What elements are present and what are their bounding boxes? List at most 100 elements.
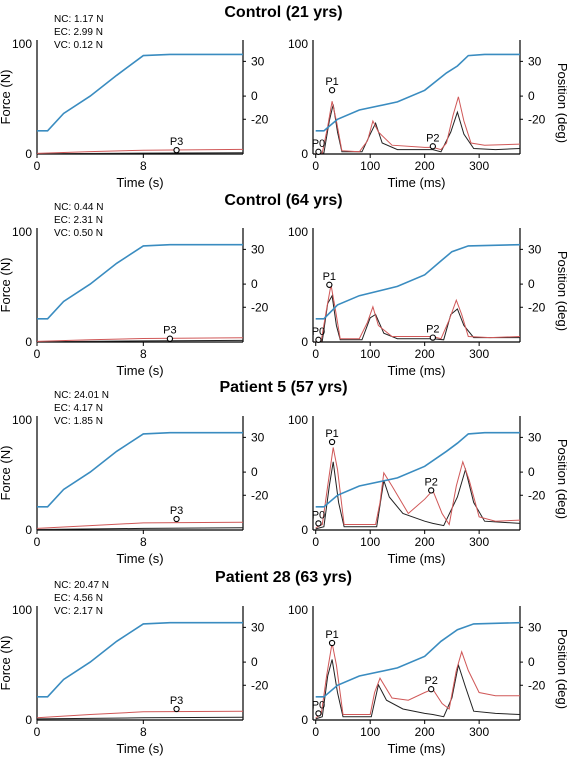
panel-1-left-xtick-label-0: 0 (34, 347, 41, 361)
panel-3-left-xlabel: Time (s) (116, 741, 163, 756)
panel-0-right-y2tick-label-1: 0 (528, 89, 535, 103)
panel-1-left-y2tick-label-0: 30 (251, 242, 265, 256)
panel-0-left-marker-label-p3: P3 (170, 136, 183, 148)
panel-0-right-ec-line (315, 96, 521, 154)
panel-3-right-xtick-label-3: 300 (469, 725, 489, 739)
panel-3-left-nc-line (36, 716, 244, 720)
panel-1-right-marker-p1 (326, 281, 333, 288)
panel-0-left-y2tick-label-1: 0 (251, 89, 258, 103)
panel-2-right-marker-p1 (328, 438, 336, 446)
panel-0-right-nc-line (315, 104, 521, 155)
panel-2-right-marker-label-p2: P2 (424, 476, 437, 488)
panel-2-right-xlabel: Time (ms) (387, 551, 445, 566)
panel-0-right-xtick-label-1: 100 (360, 159, 380, 173)
panel-3-legend-entry-2: VC: 2.17 N (54, 606, 103, 617)
panel-2-legend-entry-1: EC: 4.17 N (54, 403, 103, 414)
panel-3-left-ec-line (36, 710, 244, 719)
panel-0-right-xtick-label-0: 0 (312, 159, 319, 173)
panel-3-left-y2tick-label-0: 30 (251, 620, 265, 634)
panel-0-left-y2tick-label-0: 30 (251, 54, 265, 68)
panel-0-legend-entry-0: NC: 1.17 N (54, 14, 103, 25)
panel-2-right-position-line (315, 431, 520, 508)
panel-3-right-xlabel: Time (ms) (387, 741, 445, 756)
panel-3-left-ylabel: Force (N) (0, 636, 13, 691)
panel-3-right-marker-p0 (315, 710, 322, 717)
panel-1-right-xtick-label-0: 0 (312, 347, 319, 361)
panel-1-legend-entry-2: VC: 0.50 N (54, 228, 103, 239)
panel-2-right-ytick-label-0: 0 (301, 523, 308, 537)
panel-2-right-y2tick-label-0: 30 (528, 430, 542, 444)
panel-1-right-nc-line (315, 294, 520, 343)
panel-0-right-position-line (315, 53, 520, 132)
panel-2-right-xtick-label-3: 300 (469, 535, 489, 549)
panel-0-right-y2label: Position (deg) (555, 63, 567, 143)
panel-1-left-ylabel: Force (N) (0, 258, 13, 313)
panel-1-right-xtick-label-2: 200 (415, 347, 435, 361)
panel-1-right-xtick-label-1: 100 (360, 347, 380, 361)
panel-0-left-xtick-label-1: 8 (140, 159, 147, 173)
panel-3-right-ytick-label-0: 0 (301, 713, 308, 727)
panel-0-right-xtick-label-3: 300 (469, 159, 489, 173)
panel-2-right-marker-label-p0: P0 (312, 509, 325, 521)
panel-1-right-marker-label-p1: P1 (323, 271, 336, 283)
panel-1-right-position-line (315, 243, 521, 320)
panel-2-right-ytick-label-1: 100 (288, 413, 308, 427)
panel-title-3: Patient 28 (63 yrs) (215, 569, 352, 586)
panel-3-left-ytick-label-1: 100 (12, 603, 32, 617)
panel-1-right-ytick-label-0: 0 (301, 335, 308, 349)
panel-1-left-marker-label-p3: P3 (163, 325, 176, 337)
panel-0-legend-entry-1: EC: 2.99 N (54, 27, 103, 38)
panel-3-legend-box (50, 578, 150, 618)
panel-1-left-xtick-label-1: 8 (140, 347, 147, 361)
panel-2-left-xlabel: Time (s) (116, 551, 163, 566)
panel-2-right-nc-line (315, 461, 521, 530)
panel-1-right-y2label: Position (deg) (555, 251, 567, 331)
panel-2-left-ylabel: Force (N) (0, 446, 13, 501)
panel-2-left-ytick-label-1: 100 (12, 413, 32, 427)
panel-3-legend-entry-1: EC: 4.56 N (54, 593, 103, 604)
panel-1-left-ec-line (36, 337, 244, 342)
panel-2-legend-entry-2: VC: 1.85 N (54, 416, 103, 427)
panel-3-right-xtick-label-2: 200 (415, 725, 435, 739)
panel-0-legend-entry-2: VC: 0.12 N (54, 40, 103, 51)
panel-2-legend-box (50, 388, 150, 428)
panel-3-right-y2tick-label-1: 0 (528, 655, 535, 669)
panel-1-right-marker-label-p0: P0 (312, 326, 325, 338)
panel-title-1: Control (64 yrs) (224, 192, 343, 209)
panel-2-left-y2tick-label-2: -20 (251, 488, 269, 502)
panel-1-right-marker-p0 (315, 336, 322, 343)
panel-2-left-y2tick-label-0: 30 (251, 430, 265, 444)
panel-3-legend-entry-0: NC: 20.47 N (54, 580, 109, 591)
panel-0-left-xlabel: Time (s) (116, 175, 163, 190)
panel-3-left-marker-label-p3: P3 (170, 695, 183, 707)
panel-1-right-y2tick-label-2: -20 (528, 300, 546, 314)
panel-3-right-marker-p2 (428, 686, 435, 693)
panel-0-right-y2tick-label-0: 30 (528, 54, 542, 68)
panel-3-right-ec-line (315, 642, 520, 719)
panel-3-left-y2tick-label-1: 0 (251, 655, 258, 669)
panel-1-left-y2tick-label-1: 0 (251, 277, 258, 291)
panel-3-left-xtick-label-0: 0 (34, 725, 41, 739)
panel-1-right-xlabel: Time (ms) (387, 363, 445, 378)
panel-2-right-y2tick-label-2: -20 (528, 488, 546, 502)
panel-2-right-marker-p2 (428, 487, 435, 494)
panel-3-right-marker-label-p1: P1 (325, 629, 338, 641)
panel-3-right-y2tick-label-2: -20 (528, 678, 546, 692)
panel-0-right-ytick-label-1: 100 (288, 37, 308, 51)
panel-3-left-position-line (37, 621, 243, 698)
panel-1-left-ytick-label-0: 0 (25, 335, 32, 349)
panel-0-right-y2tick-label-2: -20 (528, 112, 546, 126)
panel-1-right-marker-p2 (429, 334, 436, 341)
panel-2-right-xtick-label-1: 100 (360, 535, 380, 549)
panel-3-left-ytick-label-0: 0 (25, 713, 32, 727)
panel-1-left-nc-line (36, 339, 244, 343)
panel-3-left-xtick-label-1: 8 (140, 725, 147, 739)
panel-2-left-position-line (37, 431, 243, 508)
panel-2-right-y2tick-label-1: 0 (528, 465, 535, 479)
panel-0-right-marker-label-p2: P2 (426, 132, 439, 144)
panel-3-right-marker-label-p0: P0 (312, 699, 325, 711)
panel-1-left-position-line (37, 243, 243, 320)
panel-3-right-xtick-label-0: 0 (312, 725, 319, 739)
panel-2-right-y2label: Position (deg) (555, 439, 567, 519)
panel-0-right-marker-p0 (315, 148, 322, 155)
